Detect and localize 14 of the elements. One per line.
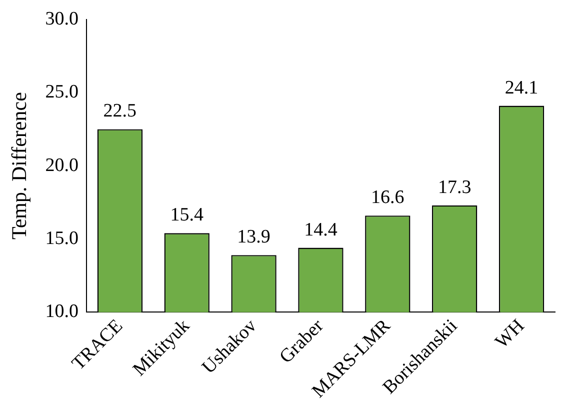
y-tick-label: 15.0 <box>45 228 78 249</box>
y-tick-label: 25.0 <box>45 82 78 103</box>
y-tick-label: 20.0 <box>45 154 78 176</box>
data-label: 22.5 <box>103 100 137 122</box>
data-label: 14.4 <box>304 219 338 240</box>
data-label: 15.4 <box>170 204 204 226</box>
data-label: 16.6 <box>371 187 404 208</box>
x-tick-label: WH <box>491 315 529 353</box>
data-label: 24.1 <box>504 77 538 98</box>
data-label: 13.9 <box>237 226 270 248</box>
y-tick-label: 30.0 <box>45 8 78 30</box>
y-axis-title: Temp. Difference <box>7 92 32 240</box>
data-label: 17.3 <box>438 176 472 198</box>
y-tick-label: 10.0 <box>45 301 78 322</box>
